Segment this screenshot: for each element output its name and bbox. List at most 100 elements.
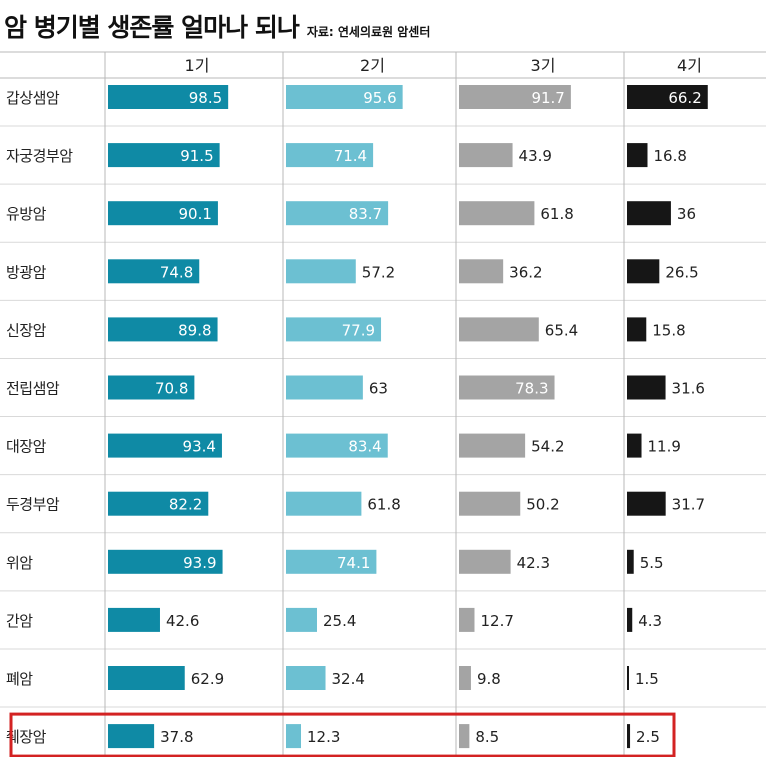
value-label: 11.9 xyxy=(648,438,681,456)
category-label: 전립샘암 xyxy=(6,380,60,398)
bar-2-2 xyxy=(286,143,374,168)
value-label: 70.8 xyxy=(155,380,188,398)
value-label: 93.4 xyxy=(183,438,216,456)
bar-2-8 xyxy=(286,491,362,516)
value-label: 1.5 xyxy=(635,670,659,688)
value-label: 54.2 xyxy=(531,438,564,456)
bar-2-5 xyxy=(286,317,382,342)
value-label: 98.5 xyxy=(189,89,222,107)
stage-header: 3기 xyxy=(531,56,556,75)
bar-3-11 xyxy=(459,666,471,690)
value-label: 78.3 xyxy=(515,380,548,398)
value-label: 31.6 xyxy=(672,380,705,398)
bar-3-1 xyxy=(459,85,571,109)
category-label: 대장암 xyxy=(6,438,47,456)
bar-1-8 xyxy=(108,491,209,516)
bar-2-11 xyxy=(286,666,326,690)
value-label: 61.8 xyxy=(367,496,400,514)
value-label: 65.4 xyxy=(545,321,578,339)
bar-3-3 xyxy=(459,201,535,226)
bar-4-12 xyxy=(627,724,631,749)
value-label: 83.7 xyxy=(349,205,382,223)
category-label: 자궁경부암 xyxy=(6,147,73,165)
stage-header: 1기 xyxy=(185,56,210,75)
value-label: 66.2 xyxy=(668,89,701,107)
category-label: 두경부암 xyxy=(6,496,60,514)
value-label: 95.6 xyxy=(363,89,396,107)
value-label: 36 xyxy=(677,205,696,223)
value-label: 71.4 xyxy=(334,147,367,165)
bar-2-4 xyxy=(286,259,356,284)
value-label: 83.4 xyxy=(348,438,381,456)
value-label: 91.7 xyxy=(531,89,564,107)
value-label: 42.6 xyxy=(166,612,199,630)
bar-3-10 xyxy=(459,607,475,632)
bar-2-3 xyxy=(286,201,389,226)
bar-4-8 xyxy=(627,491,666,516)
title-text: 암 병기별 생존률 얼마나 되나 xyxy=(4,13,300,42)
bar-4-11 xyxy=(627,666,629,690)
chart-title: 암 병기별 생존률 얼마나 되나 자료: 연세의료원 암센터 xyxy=(4,8,430,44)
value-label: 12.7 xyxy=(480,612,513,630)
bar-2-6 xyxy=(286,375,363,400)
bar-1-3 xyxy=(108,201,218,226)
bar-1-2 xyxy=(108,143,220,168)
bar-2-1 xyxy=(286,85,403,109)
category-label: 췌장암 xyxy=(6,728,47,746)
value-label: 74.1 xyxy=(337,554,370,572)
bar-3-6 xyxy=(459,375,555,400)
value-label: 63 xyxy=(369,380,388,398)
value-label: 31.7 xyxy=(672,496,705,514)
bar-4-3 xyxy=(627,201,671,226)
value-label: 42.3 xyxy=(517,554,550,572)
value-label: 91.5 xyxy=(180,147,213,165)
stage-header: 2기 xyxy=(360,56,385,75)
value-label: 50.2 xyxy=(526,496,559,514)
value-label: 62.9 xyxy=(191,670,224,688)
value-label: 25.4 xyxy=(323,612,356,630)
stage-header: 4기 xyxy=(677,56,702,75)
bar-1-7 xyxy=(108,433,222,458)
bar-1-9 xyxy=(108,549,223,574)
bar-4-10 xyxy=(627,607,633,632)
bar-3-8 xyxy=(459,491,521,516)
bar-4-7 xyxy=(627,433,642,458)
bar-1-4 xyxy=(108,259,200,284)
source-note: 자료: 연세의료원 암센터 xyxy=(306,25,431,39)
value-label: 77.9 xyxy=(342,321,375,339)
bar-1-6 xyxy=(108,375,195,400)
bar-4-1 xyxy=(627,85,708,109)
value-label: 61.8 xyxy=(540,205,573,223)
value-label: 5.5 xyxy=(640,554,664,572)
value-label: 2.5 xyxy=(636,728,660,746)
value-label: 12.3 xyxy=(307,728,340,746)
category-label: 유방암 xyxy=(6,205,47,223)
bar-4-2 xyxy=(627,143,648,168)
value-label: 32.4 xyxy=(332,670,365,688)
bar-4-9 xyxy=(627,549,634,574)
bar-2-7 xyxy=(286,433,388,458)
value-label: 82.2 xyxy=(169,496,202,514)
category-label: 폐암 xyxy=(6,670,33,688)
bar-2-10 xyxy=(286,607,317,632)
bar-3-9 xyxy=(459,549,511,574)
value-label: 57.2 xyxy=(362,263,395,281)
bar-1-1 xyxy=(108,85,229,109)
value-label: 4.3 xyxy=(638,612,662,630)
value-label: 9.8 xyxy=(477,670,501,688)
bar-1-12 xyxy=(108,724,155,749)
category-label: 갑상샘암 xyxy=(6,89,60,107)
value-label: 15.8 xyxy=(652,321,685,339)
bar-4-5 xyxy=(627,317,647,342)
value-label: 16.8 xyxy=(653,147,686,165)
category-label: 신장암 xyxy=(6,321,47,339)
value-label: 8.5 xyxy=(475,728,499,746)
bar-2-12 xyxy=(286,724,302,749)
category-label: 간암 xyxy=(6,612,33,630)
bar-4-6 xyxy=(627,375,666,400)
value-label: 43.9 xyxy=(519,147,552,165)
bar-3-4 xyxy=(459,259,504,284)
category-label: 위암 xyxy=(6,554,33,572)
bar-1-10 xyxy=(108,607,160,632)
